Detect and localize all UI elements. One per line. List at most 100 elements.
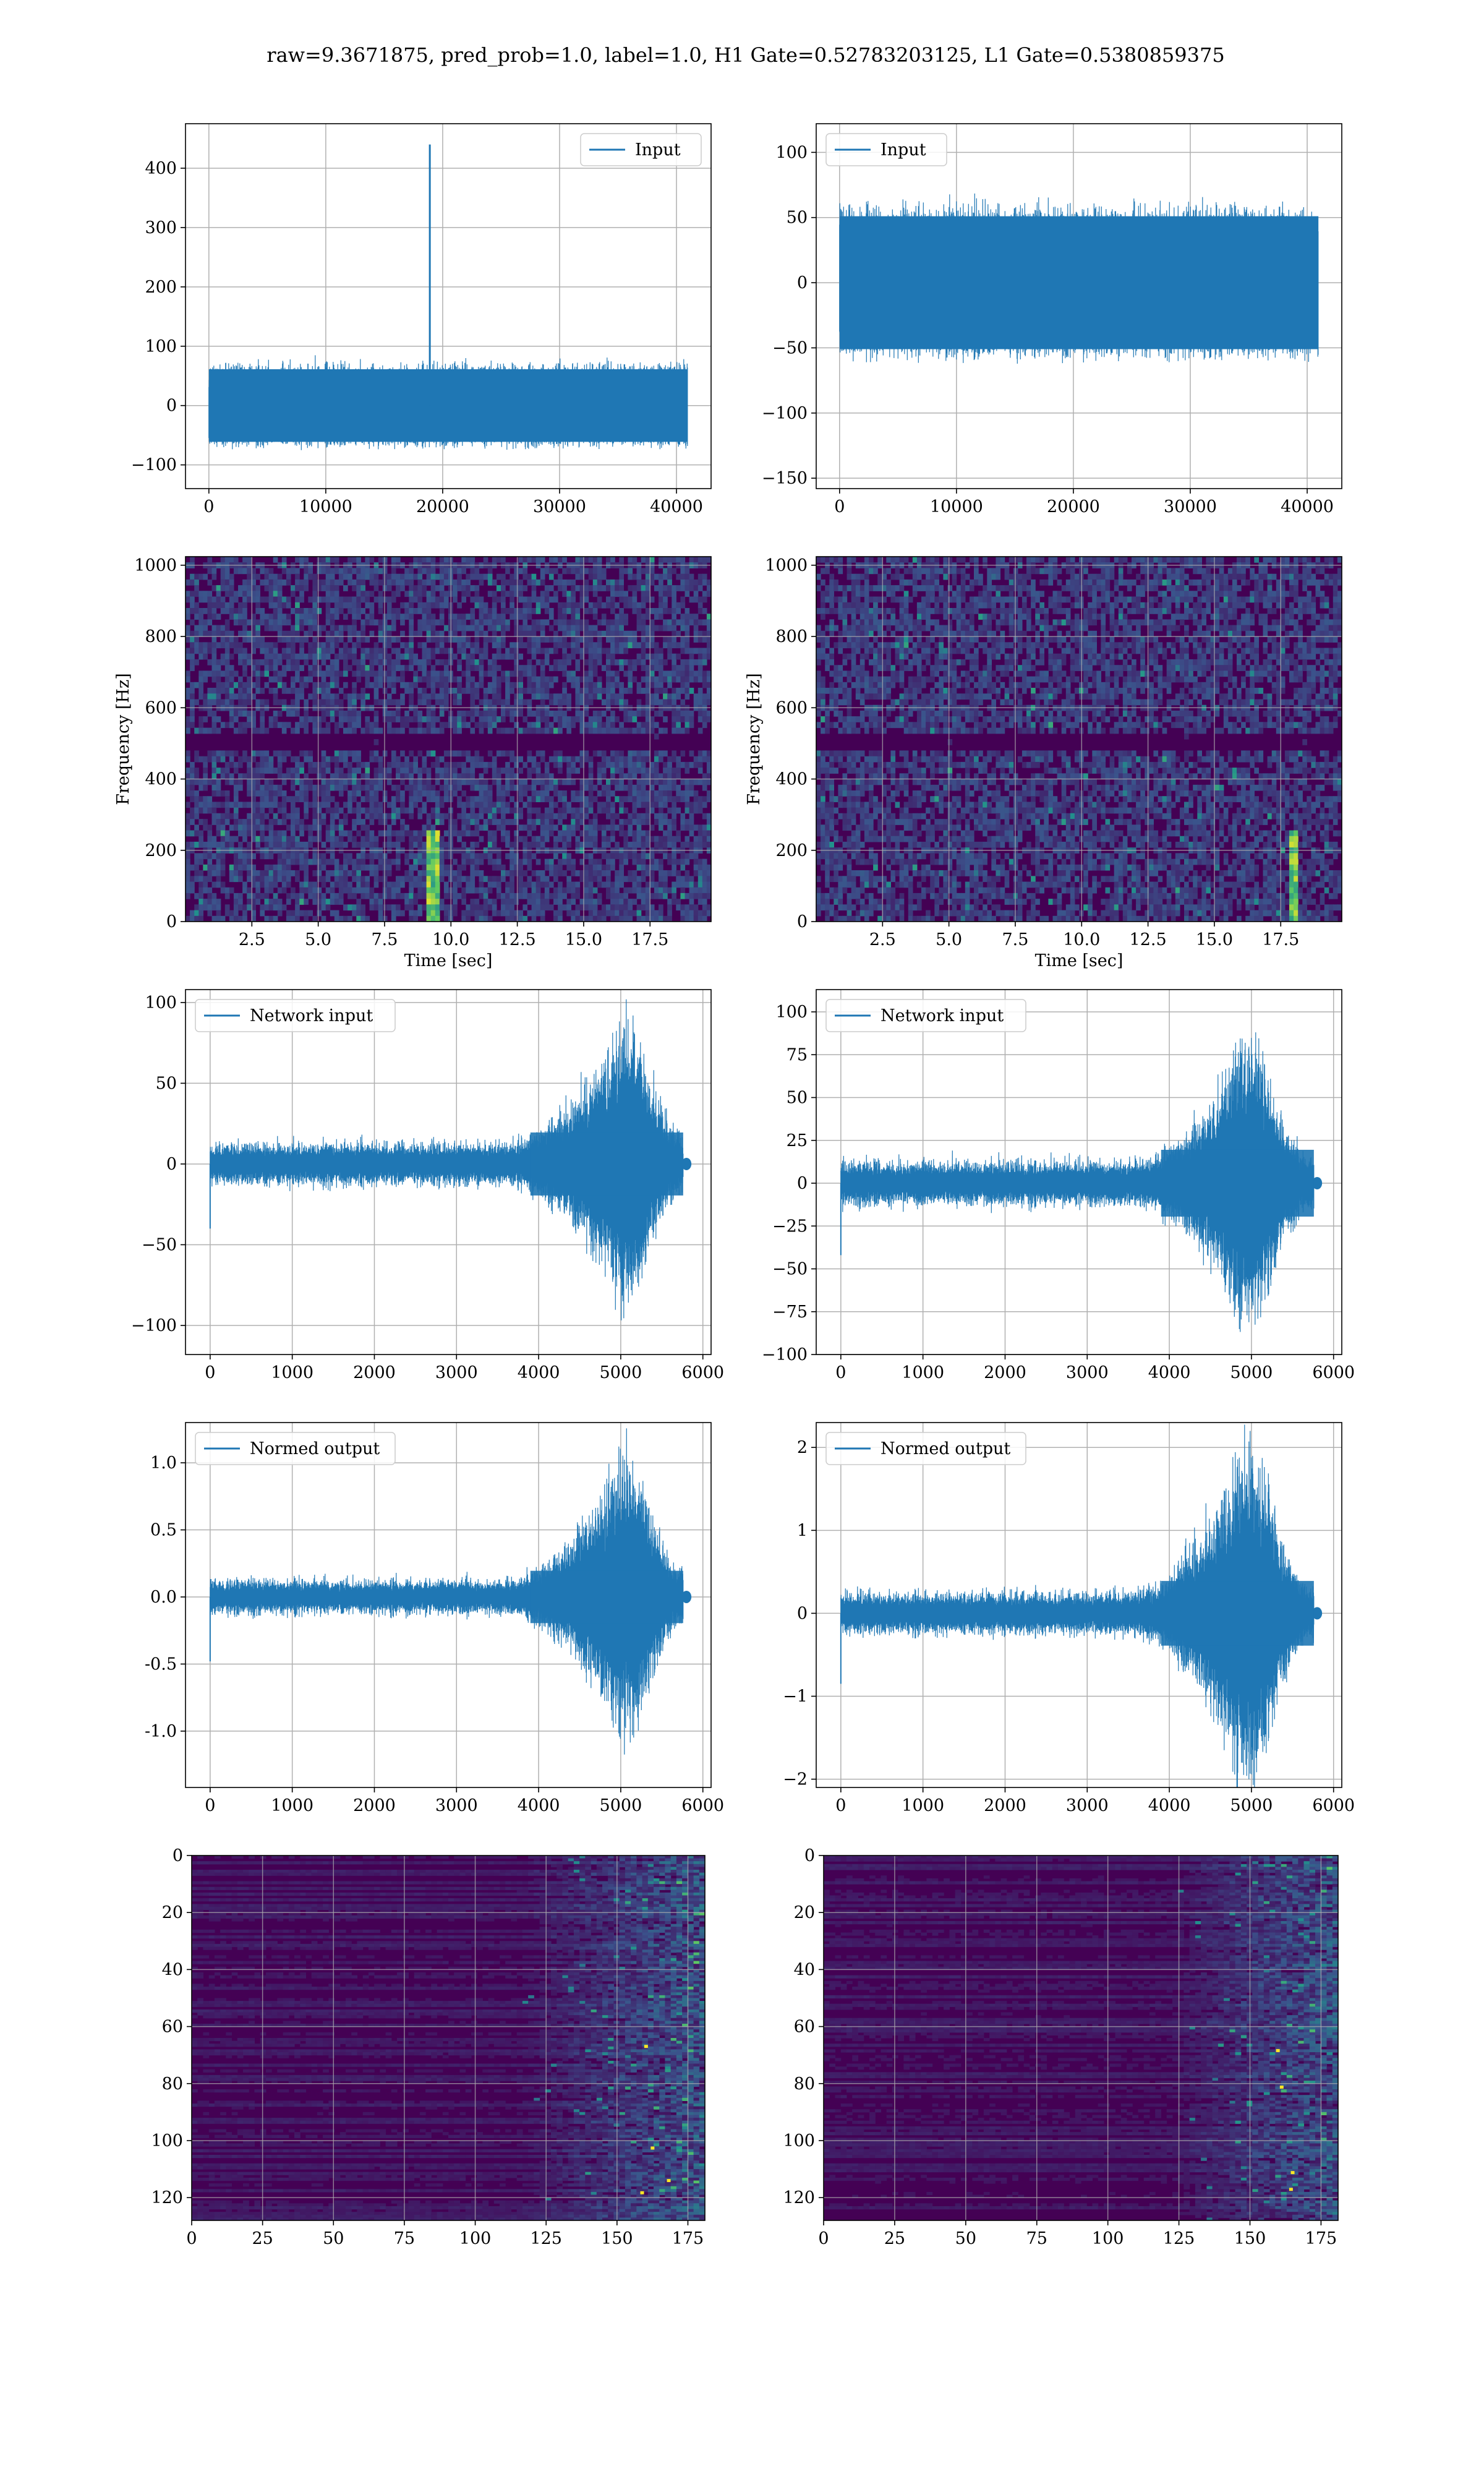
heatmap-cell: [632, 761, 638, 768]
heatmap-cell: [281, 807, 287, 814]
heatmap-cell: [496, 625, 501, 631]
heatmap-cell: [404, 830, 409, 837]
heatmap-cell: [422, 824, 427, 831]
heatmap-cell: [321, 784, 326, 791]
heatmap-cell: [501, 904, 506, 911]
heatmap-cell: [304, 608, 309, 614]
heatmap-cell: [404, 579, 409, 586]
heatmap-cell: [505, 870, 510, 876]
heatmap-cell: [663, 853, 668, 860]
heatmap-cell: [496, 881, 501, 888]
heatmap-cell: [291, 830, 296, 837]
heatmap-cell: [443, 853, 449, 860]
heatmap-cell: [430, 813, 436, 820]
heatmap-cell: [487, 670, 493, 677]
heatmap-cell: [649, 915, 655, 922]
heatmap-cell: [474, 750, 480, 757]
heatmap-cell: [597, 573, 602, 580]
heatmap-cell: [592, 841, 598, 848]
heatmap-cell: [242, 836, 247, 842]
heatmap-cell: [510, 904, 514, 911]
heatmap-cell: [474, 625, 480, 631]
heatmap-cell: [216, 756, 221, 763]
heatmap-cell: [325, 899, 331, 905]
heatmap-cell: [548, 796, 554, 802]
heatmap-cell: [439, 682, 445, 688]
heatmap-cell: [470, 585, 475, 591]
heatmap-cell: [606, 790, 611, 797]
heatmap-cell: [203, 881, 208, 888]
heatmap-cell: [558, 625, 563, 631]
heatmap-cell: [522, 727, 528, 734]
heatmap-cell: [291, 887, 296, 894]
heatmap-cell: [413, 670, 418, 677]
heatmap-cell: [466, 779, 471, 785]
heatmap-cell: [641, 870, 646, 876]
heatmap-cell: [343, 870, 348, 876]
heatmap-cell: [291, 653, 296, 660]
heatmap-cell: [461, 557, 466, 563]
heatmap-cell: [636, 756, 642, 763]
heatmap-cell: [474, 710, 480, 717]
heatmap-cell: [548, 819, 554, 825]
heatmap-cell: [518, 864, 523, 871]
heatmap-cell: [273, 876, 278, 883]
heatmap-cell: [317, 688, 322, 694]
heatmap-cell: [439, 591, 445, 597]
heatmap-cell: [654, 710, 659, 717]
heatmap-cell: [487, 904, 493, 911]
axes-frame: [185, 123, 712, 489]
heatmap-cell: [606, 670, 611, 677]
heatmap-cell: [268, 841, 274, 848]
heatmap-cell: [396, 614, 401, 620]
heatmap-cell: [544, 585, 550, 591]
heatmap-cell: [308, 881, 313, 888]
heatmap-cell: [378, 892, 383, 899]
heatmap-cell: [527, 659, 532, 666]
heatmap-cell: [338, 899, 344, 905]
subplot-input-h1: 0 10000 20000 30000 40000−1000100200300400In…: [131, 123, 712, 516]
heatmap-cell: [268, 904, 274, 911]
heatmap-cell: [571, 676, 576, 683]
heatmap-cell: [470, 642, 475, 649]
heatmap-cell: [619, 796, 624, 802]
heatmap-cell: [373, 768, 379, 774]
heatmap-cell: [194, 904, 199, 911]
heatmap-cell: [207, 864, 213, 871]
heatmap-cell: [308, 630, 313, 637]
heatmap-cell: [571, 910, 576, 917]
heatmap-cell: [369, 807, 375, 814]
heatmap-cell: [268, 779, 274, 785]
heatmap-cell: [510, 602, 514, 609]
heatmap-cell: [566, 602, 571, 609]
heatmap-cell: [566, 899, 571, 905]
heatmap-cell: [247, 892, 252, 899]
heatmap-cell: [663, 602, 668, 609]
heatmap-cell: [592, 682, 598, 688]
heatmap-cell: [220, 579, 226, 586]
heatmap-cell: [606, 853, 611, 860]
y-tick-label: 50: [787, 208, 808, 228]
heatmap-cell: [588, 676, 594, 683]
heatmap-cell: [470, 699, 475, 706]
heatmap-cell: [483, 688, 488, 694]
heatmap-cell: [220, 830, 226, 837]
heatmap-cell: [601, 614, 607, 620]
heatmap-cell: [251, 892, 256, 899]
heatmap-cell: [645, 819, 650, 825]
heatmap-cell: [461, 824, 466, 831]
heatmap-cell: [299, 579, 304, 586]
heatmap-cell: [378, 807, 383, 814]
heatmap-cell: [474, 824, 480, 831]
heatmap-cell: [417, 722, 423, 729]
heatmap-cell: [632, 557, 638, 563]
heatmap-cell: [365, 887, 370, 894]
heatmap-cell: [238, 727, 243, 734]
heatmap-cell: [291, 813, 296, 820]
heatmap-cell: [632, 802, 638, 808]
heatmap-cell: [404, 642, 409, 649]
heatmap-cell: [649, 910, 655, 917]
x-tick-label: 20000: [1047, 497, 1100, 516]
heatmap-cell: [229, 699, 234, 706]
heatmap-cell: [233, 716, 239, 722]
